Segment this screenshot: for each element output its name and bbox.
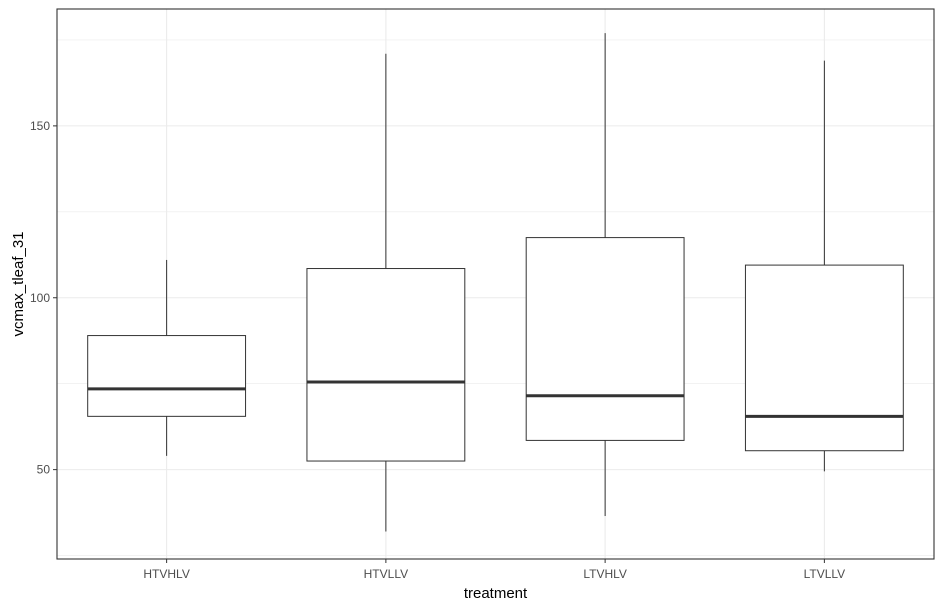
box-marks bbox=[87, 33, 904, 532]
y-tick-label: 150 bbox=[30, 119, 50, 133]
y-tick-label: 50 bbox=[37, 463, 51, 477]
box-iqr bbox=[306, 268, 466, 462]
axes: 50 100 150 HTVHLV HTVLLV LTVHLV LTVLLV bbox=[30, 119, 845, 581]
x-tick-label: LTVHLV bbox=[583, 567, 627, 581]
y-tick-label: 100 bbox=[30, 291, 50, 305]
box-iqr bbox=[744, 264, 904, 452]
x-tick-label: HTVHLV bbox=[143, 567, 189, 581]
panel-border bbox=[56, 8, 935, 560]
x-axis-title: treatment bbox=[464, 585, 528, 602]
box-iqr bbox=[525, 237, 685, 441]
y-axis-title: vcmax_tleaf_31 bbox=[10, 231, 27, 336]
x-tick-label: LTVLLV bbox=[804, 567, 846, 581]
x-tick-label: HTVLLV bbox=[364, 567, 408, 581]
box-iqr bbox=[87, 335, 247, 417]
